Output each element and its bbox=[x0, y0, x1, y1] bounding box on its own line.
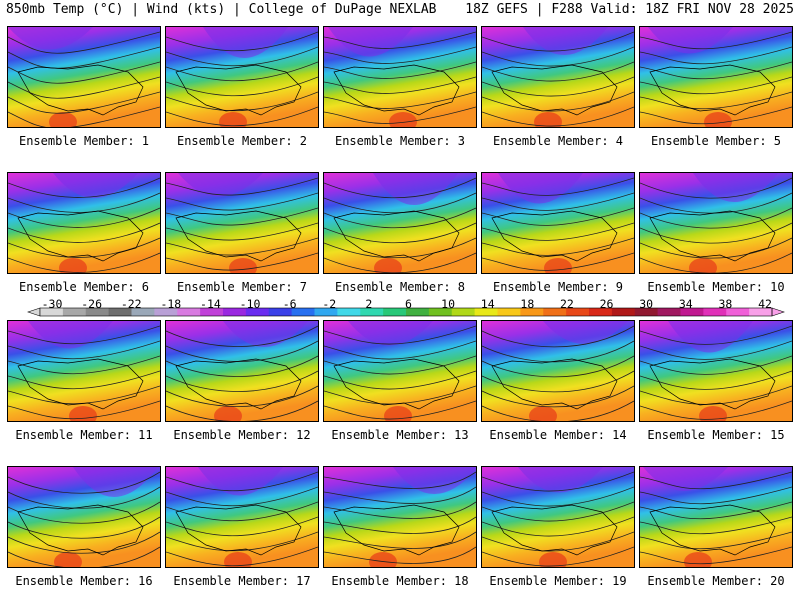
ensemble-member-map bbox=[481, 466, 635, 568]
temperature-colorbar bbox=[27, 307, 785, 317]
map-title: 850mb Temp (°C) | Wind (kts) | College o… bbox=[6, 2, 437, 17]
ensemble-member-label: Ensemble Member: 5 bbox=[650, 134, 782, 148]
ensemble-member-map bbox=[323, 172, 477, 274]
ensemble-member-map bbox=[165, 26, 319, 128]
colorbar-tick-label: 14 bbox=[480, 297, 495, 311]
ensemble-member-map bbox=[639, 172, 793, 274]
colorbar-swatch bbox=[589, 308, 613, 316]
ensemble-member-map bbox=[7, 172, 161, 274]
colorbar-swatch bbox=[268, 308, 293, 316]
colorbar-tick-label: 30 bbox=[639, 297, 654, 311]
colorbar-max-arrow bbox=[771, 307, 785, 317]
colorbar-tick-label: 42 bbox=[758, 297, 772, 311]
colorbar-swatch bbox=[40, 308, 64, 316]
colorbar-min-arrow bbox=[27, 307, 41, 317]
ensemble-member-label: Ensemble Member: 13 bbox=[331, 428, 469, 442]
colorbar-swatch bbox=[360, 308, 384, 316]
ensemble-member-label: Ensemble Member: 3 bbox=[334, 134, 466, 148]
colorbar-tick-label: 6 bbox=[405, 297, 412, 311]
colorbar-tick-label: -2 bbox=[322, 297, 337, 311]
ensemble-member-label: Ensemble Member: 14 bbox=[489, 428, 627, 442]
colorbar-swatch bbox=[177, 308, 201, 316]
ensemble-member-label: Ensemble Member: 12 bbox=[173, 428, 311, 442]
colorbar-tick-label: 22 bbox=[560, 297, 574, 311]
ensemble-member-map bbox=[323, 320, 477, 422]
ensemble-member-label: Ensemble Member: 4 bbox=[492, 134, 624, 148]
colorbar-swatch bbox=[634, 308, 659, 316]
colorbar-swatch bbox=[566, 308, 590, 316]
ensemble-member-label: Ensemble Member: 2 bbox=[176, 134, 308, 148]
colorbar-swatch bbox=[497, 308, 521, 316]
colorbar-tick-label: 34 bbox=[678, 297, 693, 311]
colorbar-swatch bbox=[474, 308, 498, 316]
ensemble-member-label: Ensemble Member: 20 bbox=[647, 574, 785, 588]
ensemble-member-map bbox=[7, 466, 161, 568]
colorbar-tick-label: -30 bbox=[41, 297, 63, 311]
colorbar-swatch bbox=[131, 308, 155, 316]
colorbar-swatch bbox=[749, 308, 773, 316]
colorbar-tick-label: 10 bbox=[441, 297, 456, 311]
ensemble-member-map bbox=[481, 320, 635, 422]
colorbar-tick-label: 2 bbox=[365, 297, 373, 311]
colorbar-swatch bbox=[428, 308, 453, 316]
colorbar-tick-label: 26 bbox=[599, 297, 614, 311]
ensemble-member-map bbox=[323, 26, 477, 128]
colorbar-swatch bbox=[406, 308, 430, 316]
ensemble-member-map bbox=[165, 172, 319, 274]
colorbar-tick-label: -6 bbox=[282, 297, 297, 311]
ensemble-member-label: Ensemble Member: 17 bbox=[173, 574, 311, 588]
ensemble-member-label: Ensemble Member: 16 bbox=[15, 574, 153, 588]
colorbar-tick-label: -10 bbox=[239, 297, 261, 311]
colorbar-swatch bbox=[85, 308, 110, 316]
ensemble-member-map bbox=[323, 466, 477, 568]
ensemble-member-map bbox=[7, 26, 161, 128]
ensemble-member-label: Ensemble Member: 19 bbox=[489, 574, 627, 588]
colorbar-swatch bbox=[383, 308, 407, 316]
colorbar-tick-label: 18 bbox=[520, 297, 535, 311]
colorbar-tick-label: -26 bbox=[81, 297, 102, 311]
colorbar-swatch bbox=[680, 308, 704, 316]
ensemble-member-label: Ensemble Member: 6 bbox=[18, 280, 150, 294]
ensemble-member-map bbox=[639, 466, 793, 568]
colorbar-swatch bbox=[611, 308, 636, 316]
colorbar-swatch bbox=[108, 308, 132, 316]
ensemble-member-label: Ensemble Member: 11 bbox=[15, 428, 153, 442]
colorbar-swatch bbox=[314, 308, 338, 316]
colorbar-tick-label: -18 bbox=[160, 297, 182, 311]
ensemble-member-label: Ensemble Member: 15 bbox=[647, 428, 785, 442]
colorbar-swatch bbox=[451, 308, 476, 316]
ensemble-member-map bbox=[165, 320, 319, 422]
colorbar-tick-label: 38 bbox=[718, 297, 733, 311]
colorbar-swatch bbox=[703, 308, 727, 316]
ensemble-member-map bbox=[481, 172, 635, 274]
ensemble-member-label: Ensemble Member: 7 bbox=[176, 280, 308, 294]
colorbar-swatch bbox=[200, 308, 224, 316]
colorbar-swatch bbox=[223, 308, 247, 316]
ensemble-member-map bbox=[481, 26, 635, 128]
ensemble-member-label: Ensemble Member: 10 bbox=[647, 280, 785, 294]
ensemble-member-label: Ensemble Member: 9 bbox=[492, 280, 624, 294]
colorbar-tick-label: -14 bbox=[200, 297, 221, 311]
colorbar-swatch bbox=[291, 308, 315, 316]
colorbar-swatch bbox=[520, 308, 544, 316]
colorbar-swatch bbox=[62, 308, 87, 316]
colorbar-swatch bbox=[657, 308, 681, 316]
ensemble-member-map bbox=[639, 26, 793, 128]
colorbar-swatch bbox=[154, 308, 178, 316]
ensemble-member-label: Ensemble Member: 8 bbox=[334, 280, 466, 294]
ensemble-member-label: Ensemble Member: 18 bbox=[331, 574, 469, 588]
colorbar-swatch bbox=[337, 308, 361, 316]
ensemble-member-map bbox=[639, 320, 793, 422]
ensemble-member-map bbox=[165, 466, 319, 568]
run-info: 18Z GEFS | F288 Valid: 18Z FRI NOV 28 20… bbox=[465, 2, 794, 17]
colorbar-swatch bbox=[245, 308, 270, 316]
colorbar-swatch bbox=[543, 308, 567, 316]
colorbar-swatch bbox=[726, 308, 750, 316]
ensemble-member-label: Ensemble Member: 1 bbox=[18, 134, 150, 148]
colorbar-tick-label: -22 bbox=[120, 297, 142, 311]
ensemble-member-map bbox=[7, 320, 161, 422]
